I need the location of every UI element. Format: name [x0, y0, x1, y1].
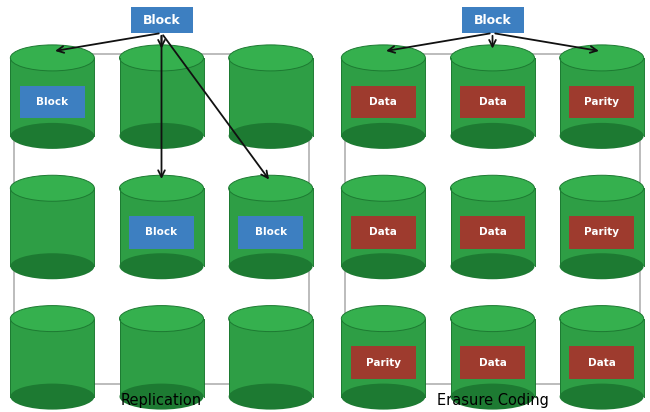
Text: Replication: Replication [121, 393, 202, 407]
Bar [238, 216, 303, 248]
Ellipse shape [450, 384, 534, 410]
Text: Block: Block [36, 97, 68, 107]
Ellipse shape [10, 123, 94, 149]
Bar [450, 188, 534, 266]
Text: Parity: Parity [584, 97, 619, 107]
Bar [345, 54, 640, 384]
Bar [560, 188, 644, 266]
Text: Block: Block [474, 14, 512, 26]
Text: Block: Block [255, 227, 287, 237]
Bar [351, 346, 416, 379]
Ellipse shape [229, 175, 313, 201]
Bar [10, 58, 94, 136]
Ellipse shape [229, 306, 313, 332]
Ellipse shape [120, 253, 203, 279]
Ellipse shape [341, 253, 425, 279]
Bar [131, 7, 192, 33]
Ellipse shape [229, 45, 313, 71]
Text: Block: Block [142, 14, 181, 26]
Bar [120, 58, 203, 136]
Text: Data: Data [369, 97, 397, 107]
Text: Parity: Parity [584, 227, 619, 237]
Ellipse shape [560, 45, 644, 71]
Bar [120, 188, 203, 266]
Bar [351, 216, 416, 248]
Bar [450, 58, 534, 136]
Bar [569, 346, 634, 379]
Ellipse shape [120, 45, 203, 71]
Bar [229, 58, 313, 136]
Bar [560, 318, 644, 397]
Bar [351, 86, 416, 118]
Ellipse shape [229, 253, 313, 279]
Ellipse shape [450, 45, 534, 71]
Ellipse shape [120, 123, 203, 149]
Ellipse shape [10, 253, 94, 279]
Bar [10, 318, 94, 397]
Ellipse shape [341, 123, 425, 149]
Text: Parity: Parity [366, 358, 401, 368]
Ellipse shape [560, 384, 644, 410]
Bar [569, 86, 634, 118]
Bar [460, 346, 525, 379]
Text: Data: Data [478, 97, 506, 107]
Ellipse shape [120, 306, 203, 332]
Bar [129, 216, 194, 248]
Ellipse shape [450, 123, 534, 149]
Bar [341, 188, 425, 266]
Ellipse shape [450, 306, 534, 332]
Text: Data: Data [369, 227, 397, 237]
Bar [341, 318, 425, 397]
Ellipse shape [10, 384, 94, 410]
Ellipse shape [341, 384, 425, 410]
Text: Data: Data [478, 358, 506, 368]
Bar [460, 216, 525, 248]
Bar [450, 318, 534, 397]
Bar [20, 86, 85, 118]
Bar [229, 188, 313, 266]
Ellipse shape [10, 45, 94, 71]
Ellipse shape [229, 384, 313, 410]
Bar [120, 318, 203, 397]
Text: Data: Data [478, 227, 506, 237]
Ellipse shape [341, 45, 425, 71]
Bar [569, 216, 634, 248]
Ellipse shape [229, 123, 313, 149]
Ellipse shape [560, 306, 644, 332]
Ellipse shape [560, 123, 644, 149]
Ellipse shape [450, 253, 534, 279]
Ellipse shape [120, 384, 203, 410]
Bar [560, 58, 644, 136]
Text: Block: Block [146, 227, 177, 237]
Bar [10, 188, 94, 266]
Bar [460, 86, 525, 118]
Text: Erasure Coding: Erasure Coding [437, 393, 549, 407]
Ellipse shape [560, 175, 644, 201]
Bar [229, 318, 313, 397]
Text: Data: Data [588, 358, 616, 368]
Ellipse shape [341, 306, 425, 332]
Ellipse shape [560, 253, 644, 279]
Ellipse shape [10, 175, 94, 201]
Bar [462, 7, 523, 33]
Ellipse shape [10, 306, 94, 332]
Ellipse shape [341, 175, 425, 201]
Ellipse shape [450, 175, 534, 201]
Ellipse shape [120, 175, 203, 201]
Bar [341, 58, 425, 136]
Bar [14, 54, 309, 384]
